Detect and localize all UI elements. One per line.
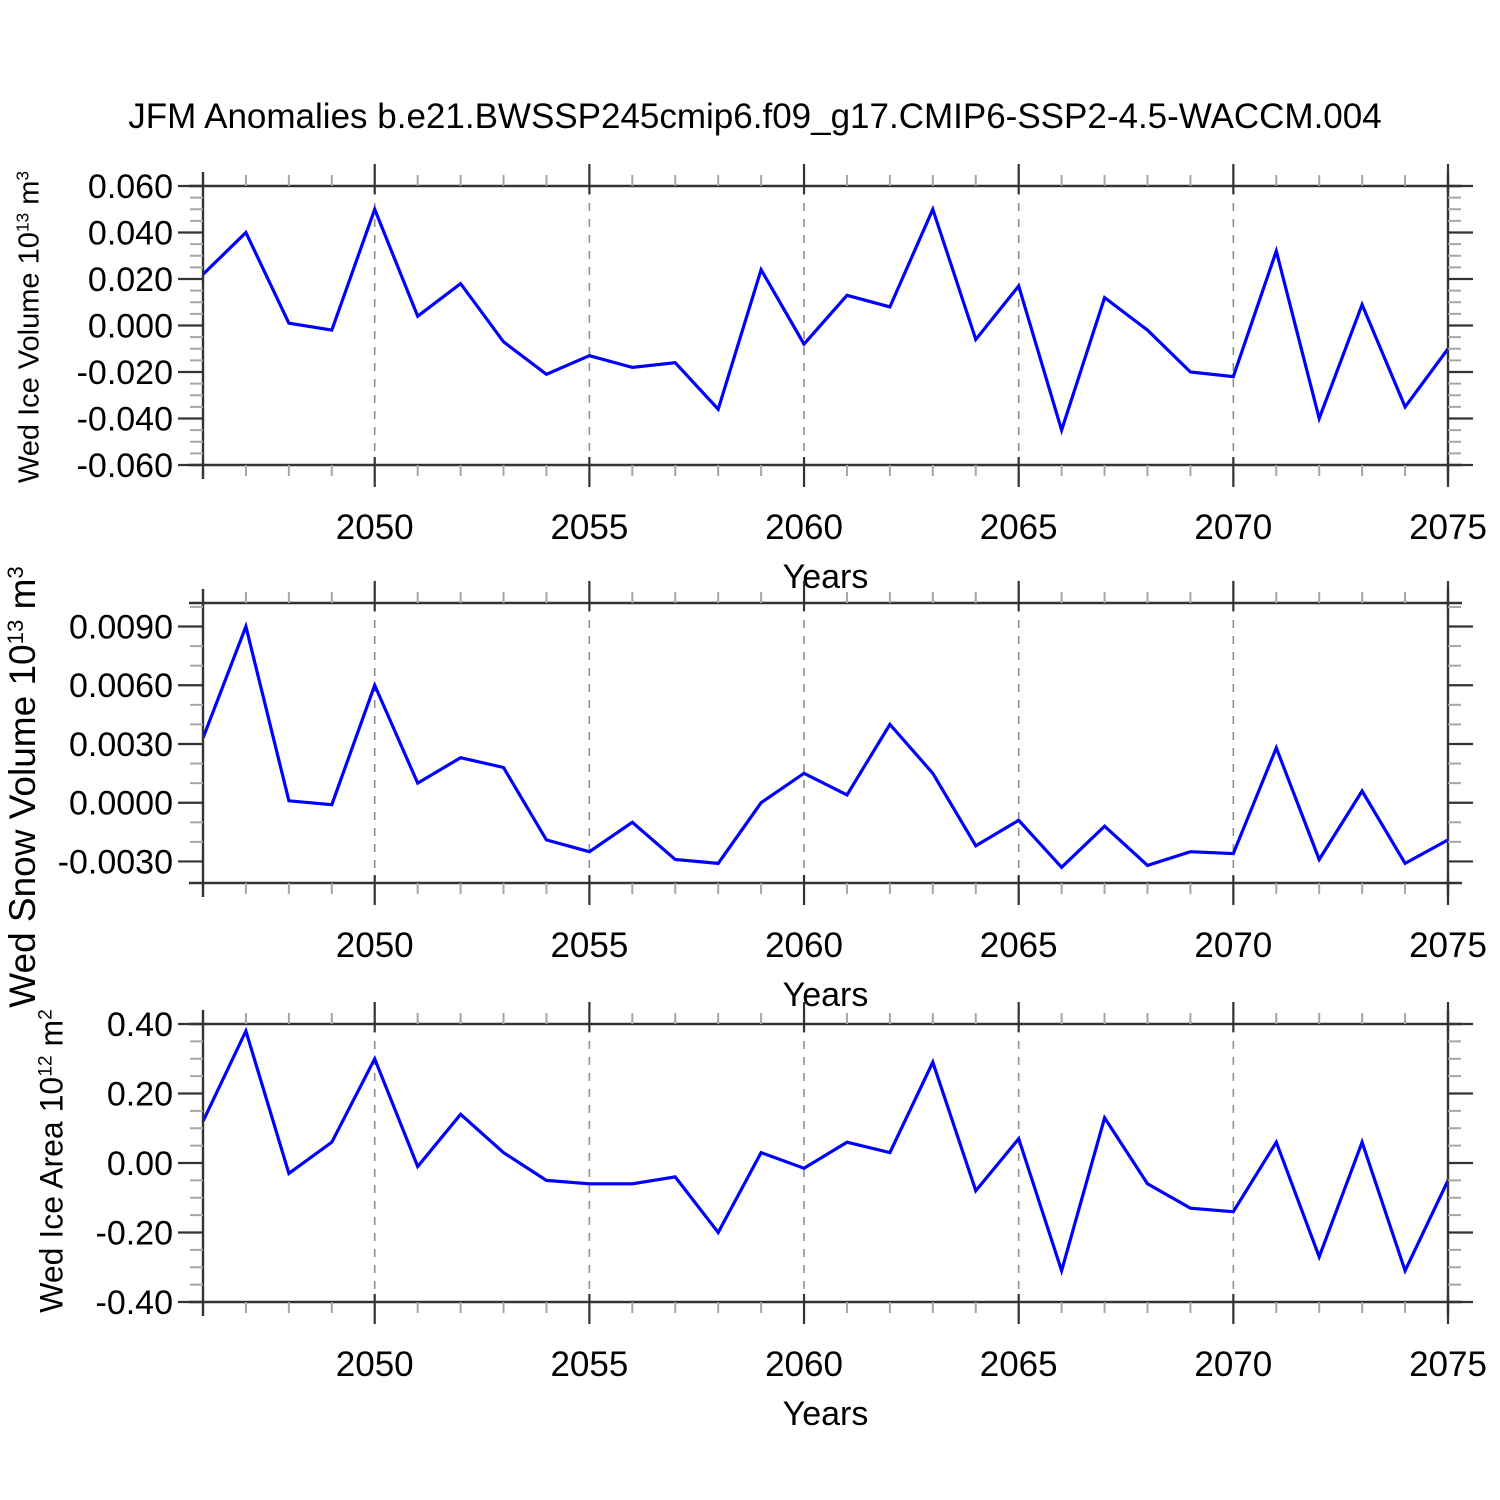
y-tick-label: 0.20 — [107, 1076, 173, 1114]
x-tick-label: 2050 — [336, 508, 414, 547]
x-tick-label: 2065 — [980, 1345, 1058, 1384]
gridlines — [373, 604, 1235, 882]
x-tick-label: 2055 — [550, 926, 628, 965]
panel-wed-ice-area: 0.40 0.20 0.00 -0.20 -0.40 2050 2055 2060 2065 20… — [96, 1002, 1487, 1433]
axis-labels: 0.0090 0.0060 0.0030 0.0000 -0.0030 2050 2055 2… — [58, 608, 1487, 1014]
series-line-wed-ice-volume — [201, 204, 1450, 436]
gridlines — [373, 1025, 1235, 1301]
y-tick-label: 0.060 — [88, 168, 173, 206]
x-tick-label: 2075 — [1409, 508, 1487, 547]
y-tick-label: 0.040 — [88, 215, 173, 253]
gridlines — [373, 187, 1235, 464]
x-tick-label: 2050 — [336, 1345, 414, 1384]
y-tick-label: -0.0030 — [58, 843, 173, 881]
panel-wed-ice-volume: 0.060 0.040 0.020 0.000 -0.020 -0.040 -0.060 20… — [77, 164, 1487, 596]
y-tick-label: 0.40 — [107, 1006, 173, 1044]
major-ticks — [178, 1002, 1473, 1324]
y-tick-label: -0.40 — [96, 1284, 174, 1322]
x-tick-label: 2075 — [1409, 926, 1487, 965]
y-tick-label: -0.020 — [77, 354, 173, 392]
axes-box — [189, 589, 1462, 897]
x-tick-label: 2050 — [336, 926, 414, 965]
x-tick-label: 2060 — [765, 1345, 843, 1384]
x-tick-label: 2060 — [765, 926, 843, 965]
y-tick-label: 0.0060 — [69, 667, 173, 705]
x-tick-label: 2055 — [550, 508, 628, 547]
y-tick-label: 0.020 — [88, 261, 173, 299]
series-line-wed-ice-area — [201, 1026, 1450, 1277]
y-tick-label: -0.040 — [77, 401, 173, 439]
y-tick-label: 0.0000 — [69, 785, 173, 823]
y-tick-label: 0.000 — [88, 308, 173, 346]
y-tick-label: -0.060 — [77, 447, 173, 485]
x-tick-label: 2065 — [980, 926, 1058, 965]
y-tick-label: 0.0090 — [69, 608, 173, 646]
x-tick-label: 2070 — [1194, 1345, 1272, 1384]
y-tick-label: 0.00 — [107, 1145, 173, 1183]
axes-box — [189, 172, 1462, 479]
x-tick-label: 2070 — [1194, 926, 1272, 965]
axis-labels: 0.40 0.20 0.00 -0.20 -0.40 2050 2055 2060 2065 20… — [96, 1006, 1487, 1433]
x-tick-label: 2070 — [1194, 508, 1272, 547]
figure-title: JFM Anomalies b.e21.BWSSP245cmip6.f09_g1… — [128, 97, 1382, 136]
minor-ticks — [190, 592, 1461, 894]
major-ticks — [178, 581, 1473, 905]
x-tick-label: 2055 — [550, 1345, 628, 1384]
x-tick-label: 2065 — [980, 508, 1058, 547]
y-tick-label: -0.20 — [96, 1215, 174, 1253]
series-line-wed-snow-volume — [201, 621, 1449, 870]
panel-wed-snow-volume: 0.0090 0.0060 0.0030 0.0000 -0.0030 2050 2055 2… — [58, 581, 1487, 1014]
y-tick-label: 0.0030 — [69, 726, 173, 764]
x-axis-title: Years — [783, 1395, 869, 1433]
minor-ticks — [190, 175, 1461, 476]
major-ticks — [178, 164, 1473, 487]
x-axis-title: Years — [783, 976, 869, 1014]
axis-labels: 0.060 0.040 0.020 0.000 -0.020 -0.040 -0.060 20… — [77, 168, 1487, 596]
x-tick-label: 2075 — [1409, 1345, 1487, 1384]
x-tick-label: 2060 — [765, 508, 843, 547]
axes-box — [189, 1010, 1462, 1316]
x-axis-title: Years — [783, 558, 869, 596]
minor-ticks — [190, 1013, 1461, 1313]
